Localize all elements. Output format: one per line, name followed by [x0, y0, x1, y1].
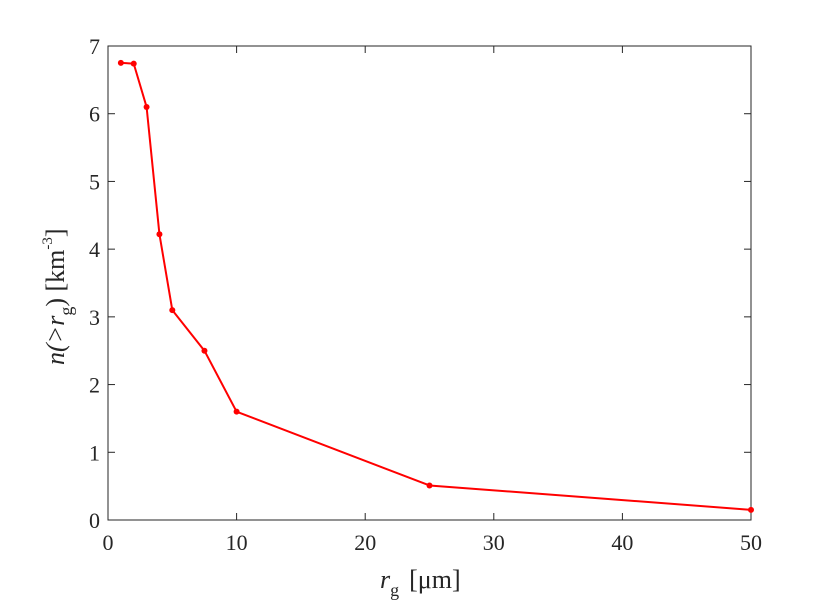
x-tick-label: 50	[740, 530, 762, 555]
y-tick-label: 4	[89, 237, 100, 262]
y-axis-label-subscript: g	[56, 307, 76, 316]
data-point	[156, 231, 163, 238]
x-tick-label: 40	[611, 530, 633, 555]
data-point	[117, 59, 124, 66]
data-point	[169, 307, 176, 314]
plot-area	[107, 45, 752, 521]
x-tick-label: 0	[103, 530, 114, 555]
data-point	[748, 506, 754, 513]
y-axis-ticks: 0 1 2 3 4 5 6 7	[89, 34, 751, 533]
data-point	[130, 60, 137, 67]
x-axis-ticks: 0 10 20 30 40 50	[103, 46, 762, 555]
y-axis-label: n(>rg) [km-3]	[40, 228, 76, 365]
y-tick-label: 2	[89, 373, 100, 398]
x-axis-label-subscript: g	[390, 580, 399, 600]
x-tick-label: 10	[226, 530, 248, 555]
data-point	[143, 103, 150, 110]
data-point	[233, 408, 240, 415]
y-axis-label-suffix: ) [km	[41, 250, 70, 307]
x-tick-label: 20	[354, 530, 376, 555]
x-axis-label: rg [μm]	[380, 565, 461, 600]
y-tick-label: 0	[89, 508, 100, 533]
data-point	[201, 347, 208, 354]
x-axis-label-unit: [μm]	[409, 565, 460, 594]
x-tick-label: 30	[483, 530, 505, 555]
y-axis-label-prefix: n(>	[41, 326, 70, 365]
series-layer	[117, 59, 754, 513]
y-axis-label-close: ]	[41, 228, 70, 237]
y-tick-label: 6	[89, 102, 100, 127]
y-tick-label: 5	[89, 169, 100, 194]
y-axis-label-superscript: -3	[40, 237, 56, 250]
y-axis-label-symbol: r	[41, 315, 70, 326]
y-tick-label: 3	[89, 305, 100, 330]
y-tick-label: 1	[89, 440, 100, 465]
data-point	[426, 482, 433, 489]
y-tick-label: 7	[89, 34, 100, 59]
x-axis-label-symbol: r	[380, 565, 391, 594]
